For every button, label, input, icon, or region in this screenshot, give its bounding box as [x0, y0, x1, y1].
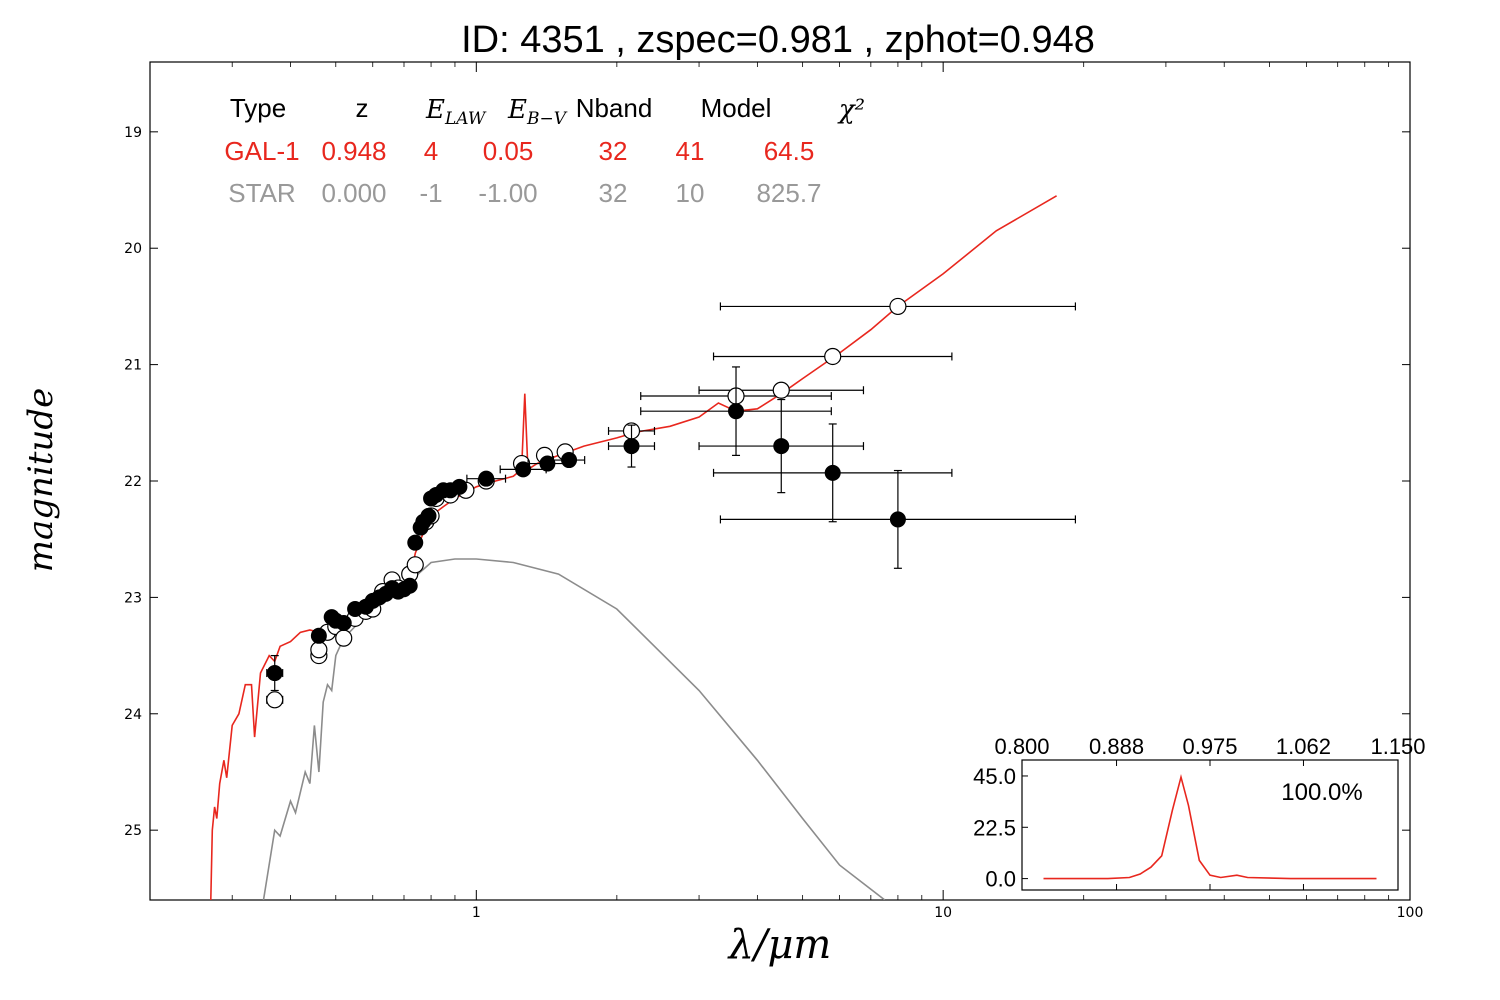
inset-x-tick-label: 1.062 [1276, 734, 1331, 759]
fit-table-cell-star: STAR [228, 178, 295, 208]
inset-x-tick-label: 0.800 [994, 734, 1049, 759]
observed-flux-point [515, 461, 532, 478]
observed-flux-point [266, 665, 283, 682]
fit-table-cell-star: -1.00 [478, 178, 537, 208]
observed-flux-point [335, 614, 352, 631]
observed-flux-point [623, 438, 640, 455]
observed-flux-point [310, 627, 327, 644]
y-tick-label: 22 [124, 474, 142, 490]
fit-table-header-main: E [425, 95, 445, 125]
inset-x-tick-label: 1.150 [1370, 734, 1425, 759]
observed-flux-point [889, 511, 906, 528]
y-axis-label: magnitude [21, 388, 61, 573]
fit-table-header: ELAW [425, 95, 487, 129]
inset-frame [1021, 759, 1399, 891]
fit-table-cell-star: 32 [599, 178, 628, 208]
fit-table-header-sub: B−V [526, 109, 568, 129]
observed-flux-point [773, 438, 790, 455]
model-flux-point [335, 629, 353, 647]
inset-x-tick-label: 0.975 [1182, 734, 1237, 759]
model-flux-point [266, 691, 284, 709]
y-tick-label: 24 [124, 707, 142, 723]
observed-flux-point [539, 455, 556, 472]
observed-flux-point [478, 470, 495, 487]
fit-table-header: χ² [837, 95, 865, 125]
model-flux-point [772, 381, 790, 399]
observed-flux-point [407, 534, 424, 551]
fit-table-cell-star: -1 [419, 178, 442, 208]
fit-table-cell-star: 825.7 [756, 178, 821, 208]
inset-pdf-curve [1043, 773, 1377, 880]
galaxy-template-curve [210, 195, 1058, 900]
fit-table-cell-galaxy: 32 [599, 136, 628, 166]
model-flux-point [824, 347, 842, 366]
observed-flux-point [824, 464, 841, 481]
observed-flux-point [451, 478, 468, 495]
fit-table-cell-star: 0.000 [321, 178, 386, 208]
fit-table-header: Model [701, 93, 772, 123]
y-tick-label: 21 [124, 358, 142, 374]
y-tick-label: 19 [124, 125, 142, 141]
fit-table-header-main: E [507, 95, 527, 125]
x-tick-label: 1 [472, 905, 481, 921]
inset-y-tick-label: 0.0 [985, 867, 1016, 892]
observed-flux-point [420, 507, 437, 524]
pdf-inset: 100.0% 0.800 0.888 0.975 1.062 1.150 0.0 22.5 4… [973, 734, 1425, 892]
x-tick-label: 100 [1397, 905, 1424, 921]
fit-table-cell-galaxy: 64.5 [764, 136, 815, 166]
fit-table-header: Type [230, 93, 286, 123]
inset-y-tick-label: 45.0 [973, 764, 1016, 789]
observed-flux-point [561, 452, 578, 469]
x-tick-label: 10 [934, 905, 952, 921]
fit-table-cell-galaxy: 0.05 [483, 136, 534, 166]
model-flux-point [889, 297, 907, 316]
inset-x-tick-label: 0.888 [1089, 734, 1144, 759]
y-tick-label: 20 [124, 241, 142, 257]
x-axis-label: λ/μm [727, 922, 832, 968]
fit-table-cell-galaxy: 0.948 [321, 136, 386, 166]
model-flux-point [310, 641, 328, 659]
fit-table-cell-galaxy: 41 [676, 136, 705, 166]
fit-table-header: EB−V [507, 95, 568, 129]
main-plot: 19 20 21 22 23 24 25 1 10 100 [124, 62, 1423, 921]
fit-table-header-sub: LAW [444, 109, 487, 129]
fit-table-header: Nband [576, 93, 653, 123]
fit-table-cell-galaxy: GAL-1 [224, 136, 299, 166]
y-tick-label: 23 [124, 590, 142, 606]
y-tick-label: 25 [124, 823, 142, 839]
inset-probability-label: 100.0% [1281, 779, 1362, 806]
fit-table-header: z [356, 93, 369, 123]
model-flux-point [406, 556, 424, 574]
observed-flux-point [728, 403, 745, 420]
inset-y-tick-label: 22.5 [973, 815, 1016, 840]
fit-table-cell-star: 10 [676, 178, 705, 208]
figure-title: ID: 4351 , zspec=0.981 , zphot=0.948 [461, 19, 1095, 61]
fit-table-cell-galaxy: 4 [424, 136, 438, 166]
observed-flux-point [401, 577, 418, 594]
